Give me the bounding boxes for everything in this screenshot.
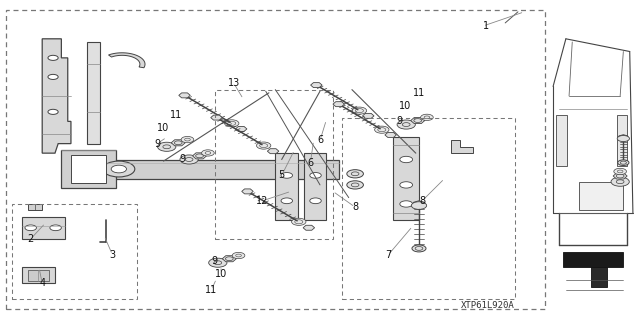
- Circle shape: [209, 258, 227, 267]
- Circle shape: [400, 182, 413, 188]
- Text: 6: 6: [317, 136, 323, 145]
- Text: 9: 9: [212, 256, 218, 266]
- Bar: [342, 118, 515, 299]
- Polygon shape: [42, 39, 71, 153]
- Circle shape: [400, 156, 413, 163]
- Text: XTP61L920A: XTP61L920A: [461, 301, 515, 310]
- Polygon shape: [619, 135, 628, 140]
- Polygon shape: [236, 126, 247, 131]
- Circle shape: [48, 55, 58, 60]
- Circle shape: [397, 120, 415, 129]
- Text: 10: 10: [215, 269, 227, 279]
- Text: 5: 5: [278, 170, 285, 180]
- Polygon shape: [310, 83, 322, 88]
- Circle shape: [347, 181, 364, 189]
- Text: 6: 6: [307, 158, 314, 168]
- Polygon shape: [275, 153, 298, 220]
- Polygon shape: [87, 42, 100, 144]
- Text: 2: 2: [28, 234, 34, 244]
- Polygon shape: [179, 93, 190, 98]
- Text: 8: 8: [419, 196, 425, 206]
- Polygon shape: [579, 182, 623, 210]
- Polygon shape: [71, 155, 106, 183]
- Circle shape: [225, 120, 239, 127]
- Polygon shape: [242, 189, 253, 194]
- Circle shape: [48, 109, 58, 115]
- Polygon shape: [563, 252, 623, 268]
- Polygon shape: [556, 115, 567, 166]
- Circle shape: [281, 173, 292, 178]
- Text: 1: 1: [483, 21, 489, 31]
- Polygon shape: [268, 149, 279, 154]
- Circle shape: [310, 198, 321, 204]
- Polygon shape: [172, 140, 185, 146]
- Circle shape: [412, 202, 427, 209]
- Polygon shape: [22, 268, 55, 283]
- Text: 11: 11: [413, 88, 425, 98]
- Polygon shape: [193, 153, 207, 159]
- Bar: [12, 204, 137, 299]
- Text: 4: 4: [39, 278, 45, 288]
- Circle shape: [257, 142, 271, 149]
- Text: 11: 11: [205, 285, 218, 295]
- Circle shape: [352, 107, 367, 114]
- Circle shape: [611, 177, 629, 186]
- Polygon shape: [613, 173, 627, 179]
- Circle shape: [618, 160, 629, 166]
- Bar: [6, 10, 545, 309]
- Circle shape: [374, 126, 389, 133]
- Text: 9: 9: [180, 154, 186, 165]
- Polygon shape: [394, 137, 419, 220]
- Circle shape: [48, 74, 58, 79]
- Text: 8: 8: [352, 202, 358, 212]
- Polygon shape: [222, 256, 236, 262]
- Polygon shape: [28, 270, 49, 281]
- Text: 10: 10: [157, 123, 170, 133]
- Circle shape: [400, 201, 413, 207]
- Text: 13: 13: [228, 78, 240, 88]
- Polygon shape: [28, 204, 42, 210]
- Polygon shape: [385, 132, 396, 137]
- Circle shape: [347, 170, 364, 178]
- Polygon shape: [74, 160, 339, 179]
- Bar: [214, 90, 333, 239]
- Polygon shape: [591, 268, 607, 286]
- Text: 11: 11: [170, 110, 182, 120]
- Polygon shape: [22, 217, 65, 239]
- Circle shape: [180, 155, 198, 164]
- Circle shape: [292, 218, 306, 226]
- Circle shape: [111, 165, 127, 173]
- Circle shape: [103, 161, 135, 177]
- Polygon shape: [109, 53, 145, 68]
- Text: 12: 12: [257, 196, 269, 206]
- Circle shape: [281, 198, 292, 204]
- Circle shape: [617, 136, 630, 142]
- Circle shape: [420, 114, 433, 121]
- Circle shape: [157, 142, 176, 151]
- Polygon shape: [362, 113, 374, 118]
- Circle shape: [50, 225, 61, 231]
- Circle shape: [614, 168, 627, 174]
- Text: 10: 10: [399, 100, 411, 110]
- Circle shape: [181, 137, 194, 143]
- Text: 9: 9: [397, 116, 403, 126]
- Text: 7: 7: [385, 250, 392, 260]
- Circle shape: [412, 245, 426, 252]
- Text: 9: 9: [154, 139, 160, 149]
- Polygon shape: [617, 115, 627, 166]
- Text: 3: 3: [109, 250, 115, 260]
- Polygon shape: [304, 153, 326, 220]
- Polygon shape: [211, 115, 222, 120]
- Polygon shape: [411, 117, 425, 123]
- Circle shape: [25, 225, 36, 231]
- Circle shape: [310, 173, 321, 178]
- Circle shape: [232, 252, 245, 259]
- Polygon shape: [303, 225, 315, 230]
- Polygon shape: [451, 140, 473, 153]
- Circle shape: [202, 150, 214, 156]
- Polygon shape: [413, 201, 424, 207]
- Polygon shape: [333, 102, 344, 107]
- Polygon shape: [61, 150, 116, 188]
